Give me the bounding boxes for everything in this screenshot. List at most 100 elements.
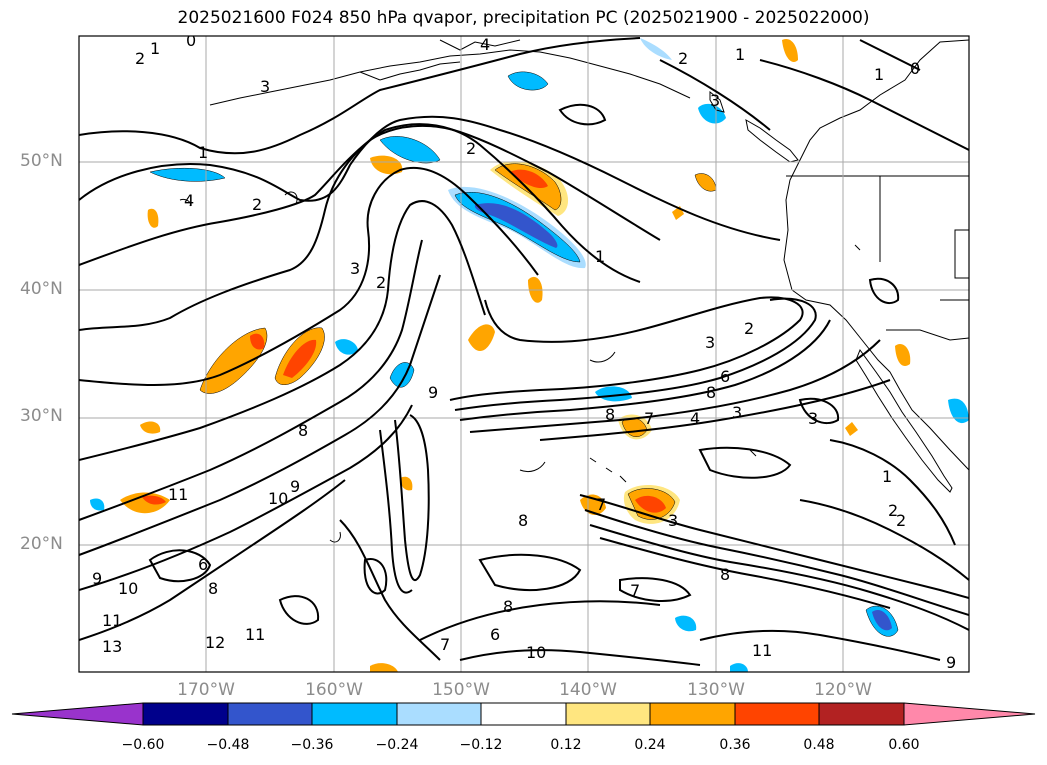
colorbar-tick-label: −0.12 bbox=[459, 737, 503, 753]
contour-label: 8 bbox=[518, 511, 528, 530]
contour-label: 10 bbox=[118, 579, 138, 598]
contour-label: 6 bbox=[490, 625, 500, 644]
colorbar-bin bbox=[396, 702, 482, 726]
contour-label: 7 bbox=[596, 495, 606, 514]
haida-gwaii bbox=[709, 90, 725, 113]
colorbar-tick-label: 0.60 bbox=[888, 737, 920, 753]
contour-label: 1 bbox=[198, 143, 208, 162]
contour-label: 10 bbox=[268, 489, 288, 508]
contour-label: 8 bbox=[706, 383, 716, 402]
contour-label: 4 bbox=[184, 191, 194, 210]
baja-california bbox=[855, 348, 953, 493]
lat-label: 30°N bbox=[20, 406, 63, 426]
contour-label: 8 bbox=[605, 405, 615, 424]
contour-label: 10 bbox=[526, 643, 546, 662]
vancouver-island bbox=[745, 119, 799, 163]
contour-label: 8 bbox=[503, 597, 513, 616]
colorbar-tick-label: −0.36 bbox=[290, 737, 334, 753]
contour-label: 3 bbox=[732, 403, 742, 422]
colorbar-bin bbox=[649, 702, 736, 726]
lon-label: 140°W bbox=[559, 680, 617, 700]
coastlines bbox=[209, 39, 969, 493]
colorbar-tick-label: 0.48 bbox=[803, 737, 835, 753]
colorbar-bin bbox=[227, 702, 313, 726]
lat-label: 50°N bbox=[20, 151, 63, 171]
contour-label: 3 bbox=[705, 333, 715, 352]
contour-label: 11 bbox=[245, 625, 265, 644]
contour-label: 8 bbox=[208, 579, 218, 598]
precip-negative-shading bbox=[90, 38, 969, 672]
contour-label: 4 bbox=[690, 409, 700, 428]
contour-label: 13 bbox=[102, 637, 122, 656]
colorbar-over-arrow bbox=[903, 702, 1036, 726]
hawaiian-islands bbox=[589, 457, 627, 483]
contour-label: 1 bbox=[882, 467, 892, 486]
contour-label: 9 bbox=[946, 653, 956, 672]
contour-label: 2 bbox=[744, 319, 754, 338]
contour-label: 2 bbox=[466, 139, 476, 158]
contour-label: 1 bbox=[735, 45, 745, 64]
map-frame bbox=[78, 35, 970, 673]
continent-north-america bbox=[783, 39, 969, 471]
qvapor-contours bbox=[79, 37, 969, 666]
lon-label: 170°W bbox=[177, 680, 235, 700]
contour-label: 3 bbox=[668, 511, 678, 530]
map-panel: 0 1 2 3 4 1 2 3 1 0 2 1 2 3 2 3 2 1 2 3 … bbox=[79, 31, 969, 672]
contour-label: 2 bbox=[376, 273, 386, 292]
lon-label: 120°W bbox=[814, 680, 872, 700]
map-title: 2025021600 F024 850 hPa qvapor, precipit… bbox=[177, 8, 870, 28]
contour-label: 4 bbox=[480, 35, 490, 54]
colorbar-under-arrow bbox=[11, 702, 144, 726]
lon-label: 150°W bbox=[432, 680, 490, 700]
contour-label: 2 bbox=[896, 511, 906, 530]
colorbar bbox=[11, 702, 1036, 726]
contour-label: 7 bbox=[440, 635, 450, 654]
colorbar-bin bbox=[565, 702, 651, 726]
colorbar-bin bbox=[818, 702, 905, 726]
colorbar-bin bbox=[142, 702, 229, 726]
colorbar-tick-label: −0.24 bbox=[375, 737, 419, 753]
contour-label: 2 bbox=[252, 195, 262, 214]
colorbar-bin bbox=[480, 702, 567, 726]
contour-label: 2 bbox=[135, 49, 145, 68]
lon-label: 130°W bbox=[687, 680, 745, 700]
contour-label: 6 bbox=[720, 367, 730, 386]
contour-label: 8 bbox=[298, 421, 308, 440]
contour-label: 6 bbox=[198, 555, 208, 574]
aleutian-islands bbox=[209, 49, 691, 106]
contour-label: 2 bbox=[888, 501, 898, 520]
contour-label: 1 bbox=[150, 39, 160, 58]
contour-label: 8 bbox=[720, 565, 730, 584]
contour-label: 1 bbox=[874, 65, 884, 84]
colorbar-tick-label: 0.36 bbox=[719, 737, 751, 753]
contour-label: 3 bbox=[260, 77, 270, 96]
qvapor-contours-thin bbox=[179, 191, 861, 543]
contour-label: 3 bbox=[350, 259, 360, 278]
contour-label: 0 bbox=[186, 31, 196, 50]
contour-label: 9 bbox=[92, 569, 102, 588]
graticule bbox=[79, 36, 969, 672]
contour-label: 7 bbox=[630, 581, 640, 600]
contour-label: 7 bbox=[644, 409, 654, 428]
contour-label: 12 bbox=[205, 633, 225, 652]
lat-label: 20°N bbox=[20, 534, 63, 554]
contour-label: 2 bbox=[678, 49, 688, 68]
contour-label: 3 bbox=[808, 409, 818, 428]
contour-label: 11 bbox=[752, 641, 772, 660]
colorbar-tick-label: −0.48 bbox=[206, 737, 250, 753]
contour-label: 9 bbox=[290, 477, 300, 496]
contour-label: 11 bbox=[168, 485, 188, 504]
lon-label: 160°W bbox=[305, 680, 363, 700]
colorbar-bin bbox=[734, 702, 820, 726]
precip-positive-shading bbox=[120, 38, 911, 672]
lat-label: 40°N bbox=[20, 279, 63, 299]
us-mexico-border bbox=[886, 329, 969, 341]
contour-label: 9 bbox=[428, 383, 438, 402]
colorbar-tick-label: 0.12 bbox=[550, 737, 582, 753]
contour-label: 1 bbox=[595, 247, 605, 266]
colorbar-tick-label: −0.60 bbox=[121, 737, 165, 753]
colorbar-tick-label: 0.24 bbox=[634, 737, 666, 753]
contour-label: 3 bbox=[710, 91, 720, 110]
colorbar-bin bbox=[311, 702, 398, 726]
